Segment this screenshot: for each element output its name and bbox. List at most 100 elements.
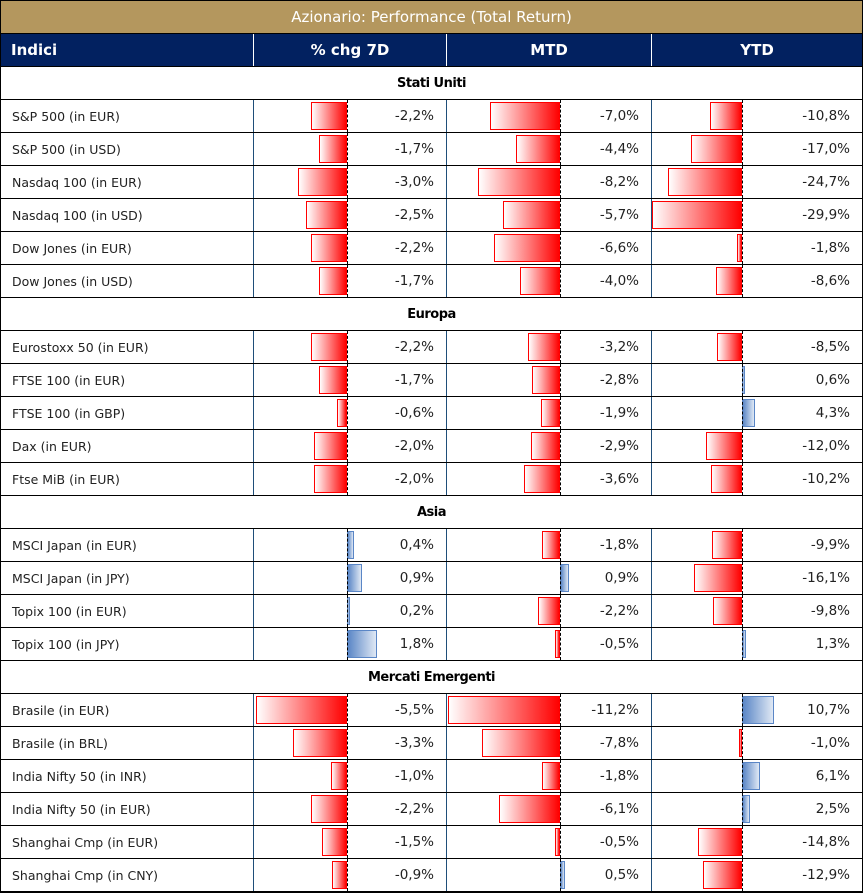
cell-mtd: -5,7%: [446, 199, 651, 231]
value-7d: -2,5%: [394, 207, 434, 223]
value-mtd: -6,6%: [599, 240, 639, 256]
table-row[interactable]: FTSE 100 (in GBP) -0,6% -1,9% 4,3%: [1, 397, 862, 430]
zero-axis: [742, 463, 743, 495]
value-mtd: -0,5%: [599, 834, 639, 850]
value-mtd: -5,7%: [599, 207, 639, 223]
data-bar-negative: [478, 168, 560, 196]
table-row[interactable]: Ftse MiB (in EUR) -2,0% -3,6% -10,2%: [1, 463, 862, 496]
data-bar-negative: [310, 795, 347, 823]
value-ytd: -10,2%: [802, 471, 850, 487]
cell-mtd: -3,6%: [446, 463, 651, 495]
data-bar-negative: [482, 729, 560, 757]
value-7d: 1,8%: [399, 636, 434, 652]
data-bar-negative: [332, 861, 347, 889]
cell-mtd: -1,9%: [446, 397, 651, 429]
cell-mtd: -4,4%: [446, 133, 651, 165]
data-bar-negative: [310, 333, 347, 361]
zero-axis: [560, 562, 561, 594]
zero-axis: [742, 826, 743, 858]
data-bar-negative: [541, 399, 560, 427]
table-row[interactable]: Nasdaq 100 (in EUR) -3,0% -8,2% -24,7%: [1, 166, 862, 199]
table-row[interactable]: S&P 500 (in USD) -1,7% -4,4% -17,0%: [1, 133, 862, 166]
value-ytd: -14,8%: [802, 834, 850, 850]
value-7d: -1,7%: [394, 372, 434, 388]
index-name: Shanghai Cmp (in CNY): [12, 867, 159, 883]
zero-axis: [742, 199, 743, 231]
table-row[interactable]: India Nifty 50 (in EUR) -2,2% -6,1% 2,5%: [1, 793, 862, 826]
data-bar-negative: [706, 432, 742, 460]
data-bar-negative: [314, 432, 347, 460]
data-bar-positive: [742, 795, 750, 823]
table-row[interactable]: Dow Jones (in USD) -1,7% -4,0% -8,6%: [1, 265, 862, 298]
table-row[interactable]: MSCI Japan (in EUR) 0,4% -1,8% -9,9%: [1, 529, 862, 562]
table-row[interactable]: Nasdaq 100 (in USD) -2,5% -5,7% -29,9%: [1, 199, 862, 232]
data-bar-negative: [494, 234, 560, 262]
zero-axis: [560, 727, 561, 759]
zero-axis: [742, 397, 743, 429]
table-row[interactable]: Eurostoxx 50 (in EUR) -2,2% -3,2% -8,5%: [1, 331, 862, 364]
table-row[interactable]: FTSE 100 (in EUR) -1,7% -2,8% 0,6%: [1, 364, 862, 397]
cell-7d: 0,2%: [253, 595, 446, 627]
data-bar-positive: [347, 630, 377, 658]
cell-7d: -1,7%: [253, 133, 446, 165]
table-row[interactable]: MSCI Japan (in JPY) 0,9% 0,9% -16,1%: [1, 562, 862, 595]
data-bar-negative: [292, 729, 347, 757]
zero-axis: [347, 694, 348, 726]
data-bar-negative: [314, 465, 347, 493]
table-row[interactable]: Brasile (in BRL) -3,3% -7,8% -1,0%: [1, 727, 862, 760]
zero-axis: [742, 232, 743, 264]
table-row[interactable]: Dax (in EUR) -2,0% -2,9% -12,0%: [1, 430, 862, 463]
value-mtd: -1,9%: [599, 405, 639, 421]
zero-axis: [560, 265, 561, 297]
cell-mtd: -6,1%: [446, 793, 651, 825]
zero-axis: [560, 199, 561, 231]
table-row[interactable]: India Nifty 50 (in INR) -1,0% -1,8% 6,1%: [1, 760, 862, 793]
value-ytd: -9,8%: [810, 603, 850, 619]
cell-7d: -2,0%: [253, 430, 446, 462]
section-header: Asia: [1, 496, 862, 529]
cell-7d: -2,2%: [253, 232, 446, 264]
data-bar-negative: [322, 828, 347, 856]
value-ytd: 1,3%: [815, 636, 850, 652]
value-7d: -2,2%: [394, 240, 434, 256]
col-header-mtd[interactable]: MTD: [446, 34, 651, 66]
zero-axis: [347, 463, 348, 495]
index-name: Brasile (in BRL): [12, 735, 108, 751]
zero-axis: [560, 529, 561, 561]
col-header-ytd[interactable]: YTD: [651, 34, 862, 66]
cell-7d: -3,0%: [253, 166, 446, 198]
zero-axis: [347, 397, 348, 429]
zero-axis: [560, 628, 561, 660]
cell-7d: -5,5%: [253, 694, 446, 726]
data-bar-negative: [516, 135, 560, 163]
table-row[interactable]: S&P 500 (in EUR) -2,2% -7,0% -10,8%: [1, 100, 862, 133]
data-bar-negative: [709, 102, 742, 130]
table-row[interactable]: Topix 100 (in JPY) 1,8% -0,5% 1,3%: [1, 628, 862, 661]
index-name: India Nifty 50 (in INR): [12, 768, 147, 784]
table-row[interactable]: Brasile (in EUR) -5,5% -11,2% 10,7%: [1, 694, 862, 727]
cell-7d: -2,2%: [253, 331, 446, 363]
table-row[interactable]: Dow Jones (in EUR) -2,2% -6,6% -1,8%: [1, 232, 862, 265]
data-bar-negative: [524, 465, 560, 493]
value-7d: -5,5%: [394, 702, 434, 718]
cell-mtd: -1,8%: [446, 760, 651, 792]
data-bar-negative: [652, 201, 742, 229]
value-7d: -2,2%: [394, 108, 434, 124]
cell-mtd: -6,6%: [446, 232, 651, 264]
value-mtd: -11,2%: [591, 702, 639, 718]
col-header-indici[interactable]: Indici: [11, 41, 58, 59]
zero-axis: [560, 826, 561, 858]
data-bar-negative: [716, 267, 742, 295]
table-row[interactable]: Shanghai Cmp (in EUR) -1,5% -0,5% -14,8%: [1, 826, 862, 859]
table-row[interactable]: Topix 100 (in EUR) 0,2% -2,2% -9,8%: [1, 595, 862, 628]
data-bar-negative: [542, 762, 560, 790]
cell-mtd: 0,9%: [446, 562, 651, 594]
section-header: Stati Uniti: [1, 67, 862, 100]
col-header-7d[interactable]: % chg 7D: [253, 34, 446, 66]
zero-axis: [347, 199, 348, 231]
index-name: Shanghai Cmp (in EUR): [12, 834, 159, 850]
cell-ytd: 1,3%: [651, 628, 862, 660]
table-row[interactable]: Shanghai Cmp (in CNY) -0,9% 0,5% -12,9%: [1, 859, 862, 892]
zero-axis: [742, 694, 743, 726]
